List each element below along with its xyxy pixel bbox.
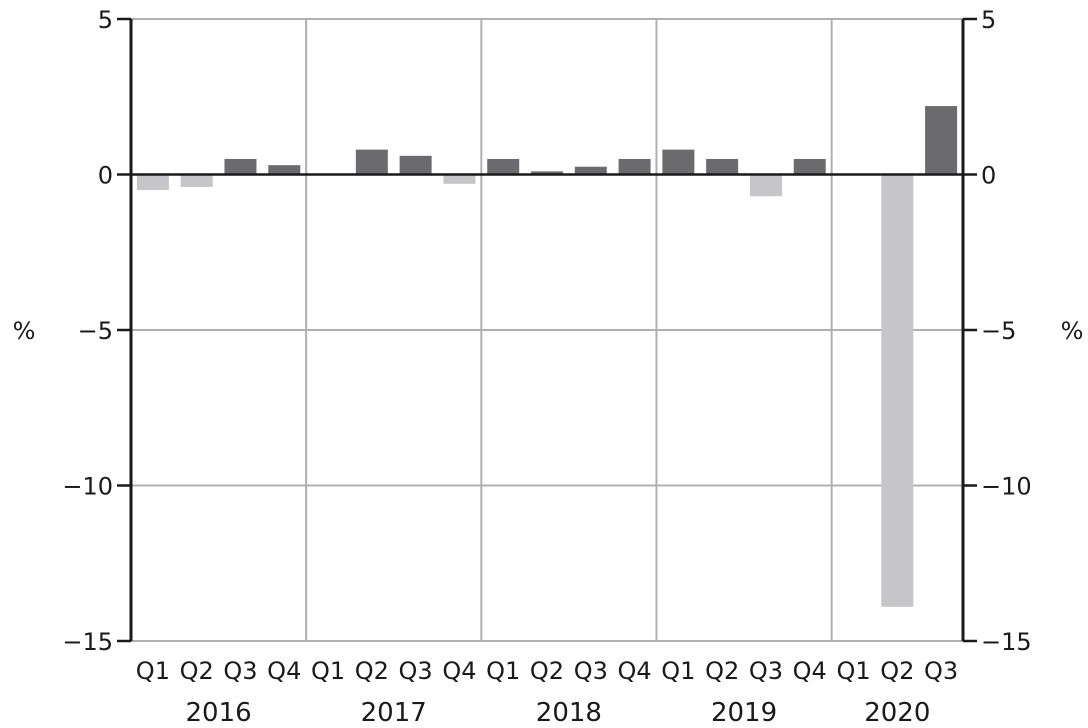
y-axis-label-left: %: [13, 317, 36, 345]
bar-q4-2018: [618, 158, 651, 175]
y-tick-label-left: −15: [62, 628, 113, 656]
bar-q3-2017: [399, 155, 432, 175]
x-category-label: Q2: [180, 657, 214, 685]
x-category-label: Q3: [749, 657, 783, 685]
bar-q3-2016: [224, 158, 257, 175]
y-tick-label-left: 0: [98, 162, 113, 190]
x-category-label: Q2: [530, 657, 564, 685]
x-year-label: 2020: [864, 698, 930, 728]
y-tick-label-right: −10: [981, 473, 1032, 501]
bar-q4-2019: [793, 158, 826, 175]
axes: [117, 17, 977, 643]
bar-q4-2016: [268, 165, 301, 175]
x-category-label: Q1: [836, 657, 870, 685]
x-category-label: Q4: [793, 657, 827, 685]
x-category-label: Q1: [136, 657, 170, 685]
x-category-label: Q1: [486, 657, 520, 685]
y-tick-label-left: −5: [78, 317, 113, 345]
bar-q3-2020: [925, 106, 958, 175]
x-year-label: 2017: [361, 698, 427, 728]
bar-q4-2017: [443, 174, 476, 184]
bar-q2-2018: [531, 171, 563, 175]
x-category-label: Q3: [399, 657, 433, 685]
x-category-label: Q1: [661, 657, 695, 685]
x-category-label: Q3: [924, 657, 958, 685]
x-category-label: Q2: [705, 657, 739, 685]
x-category-label: Q4: [442, 657, 476, 685]
bar-q1-2016: [136, 174, 169, 191]
x-category-label: Q3: [574, 657, 608, 685]
y-tick-label-right: 5: [981, 6, 996, 34]
y-tick-label-right: −15: [981, 628, 1032, 656]
x-year-label: 2019: [711, 698, 777, 728]
bar-q2-2020: [881, 174, 914, 607]
bar-q3-2019: [749, 174, 782, 197]
bar-q1-2018: [487, 158, 520, 175]
y-tick-label-right: −5: [981, 317, 1016, 345]
axis-labels: 5 5 0 0 −5 −5 −10 −10 −15 −15 Q1 Q2 Q3 Q4 Q1 Q2 Q3 Q4 Q1 Q2…: [62, 6, 1031, 728]
x-category-label: Q4: [617, 657, 651, 685]
y-axis-label-right: %: [1061, 317, 1084, 345]
bars: [136, 106, 958, 607]
y-tick-label-left: 5: [98, 6, 113, 34]
y-tick-label-right: 0: [981, 162, 996, 190]
x-category-label: Q2: [355, 657, 389, 685]
bar-q3-2018: [574, 166, 607, 175]
bar-q2-2016: [180, 174, 213, 187]
y-tick-label-left: −10: [62, 473, 113, 501]
bar-q1-2019: [662, 149, 695, 175]
x-year-label: 2016: [185, 698, 251, 728]
bar-q2-2017: [355, 149, 388, 175]
bar-q2-2019: [706, 158, 739, 175]
x-category-label: Q4: [267, 657, 301, 685]
grid-lines: [131, 18, 963, 642]
x-category-label: Q3: [223, 657, 257, 685]
x-category-label: Q1: [311, 657, 345, 685]
x-year-label: 2018: [536, 698, 602, 728]
x-category-label: Q2: [880, 657, 914, 685]
